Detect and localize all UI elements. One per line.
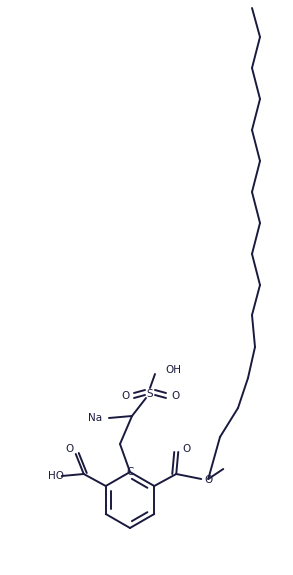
- Text: O: O: [182, 444, 190, 454]
- Text: OH: OH: [165, 365, 181, 375]
- Text: O: O: [171, 391, 179, 401]
- Text: O: O: [66, 444, 74, 454]
- Text: HO: HO: [48, 471, 64, 481]
- Text: O: O: [121, 391, 129, 401]
- Text: Na: Na: [88, 413, 102, 423]
- Text: S: S: [147, 389, 153, 399]
- Text: C: C: [126, 467, 134, 477]
- Text: O: O: [204, 475, 212, 485]
